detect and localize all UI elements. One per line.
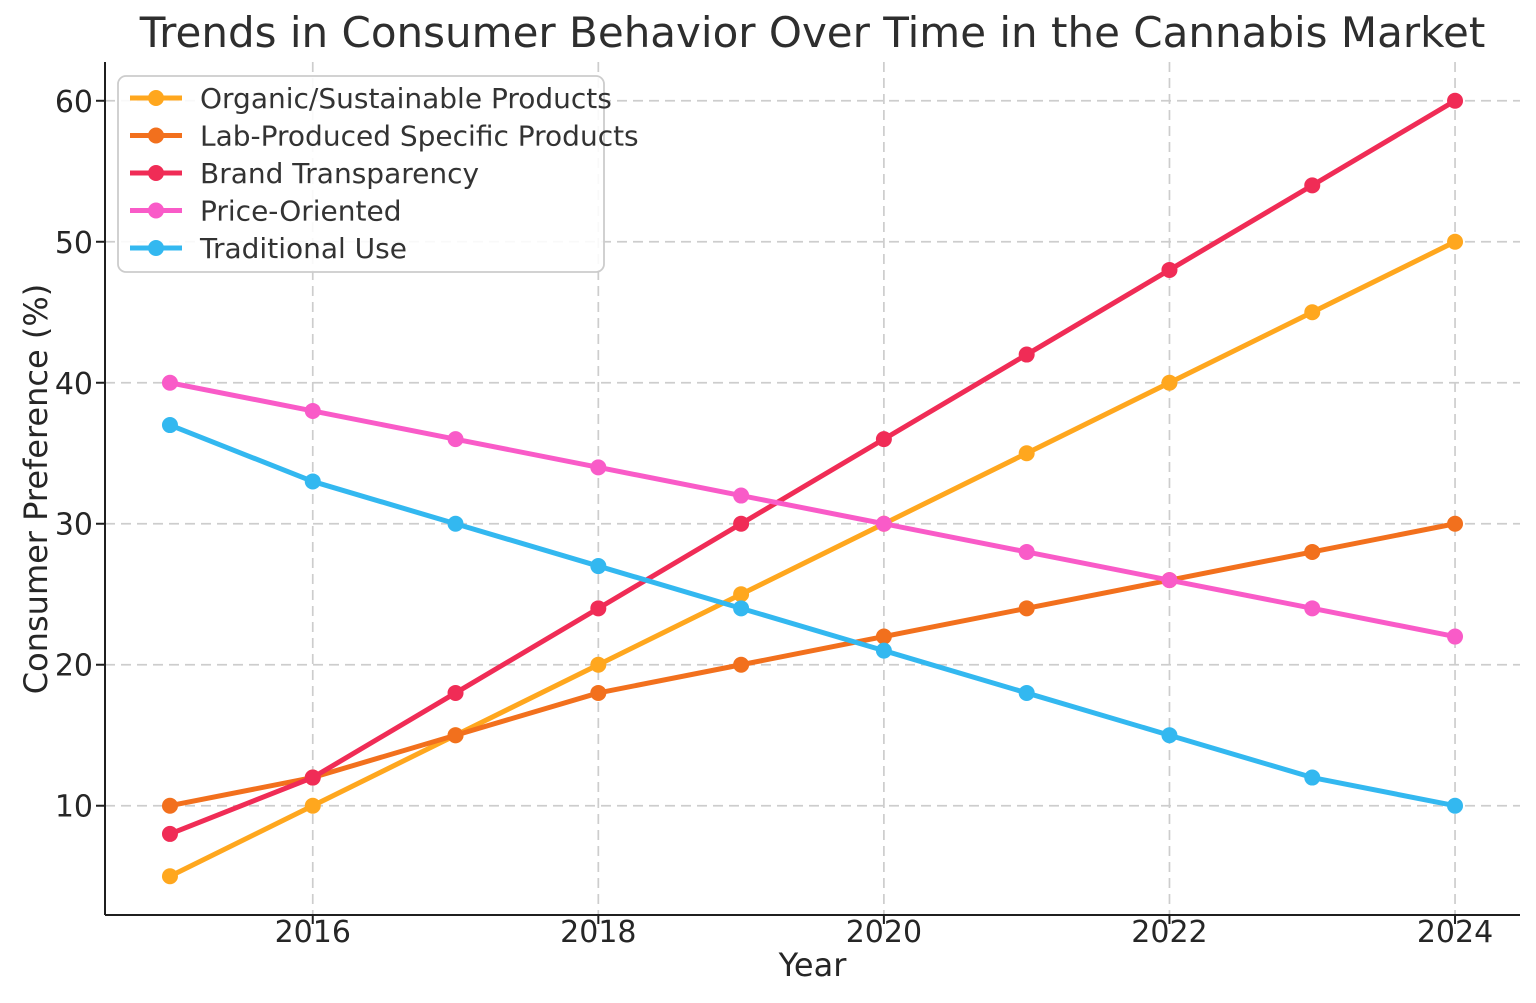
data-point-traditional-use-2018: [590, 558, 607, 575]
data-point-price-oriented-2016: [304, 402, 321, 419]
data-point-traditional-use-2015: [161, 417, 178, 434]
data-point-price-oriented-2024: [1447, 628, 1464, 645]
legend-entry-brand-transparency: Brand Transparency: [130, 157, 479, 190]
data-point-price-oriented-2020: [875, 515, 892, 532]
data-point-organic-sustainable-products-2023: [1304, 304, 1321, 321]
y-tick-label-60: 60: [55, 85, 93, 120]
legend-box: [117, 75, 605, 273]
y-tick-label-20: 20: [55, 649, 93, 684]
legend-entry-traditional-use: Traditional Use: [130, 232, 407, 265]
data-point-brand-transparency-2024: [1447, 92, 1464, 109]
legend-entry-organic-sustainable-products: Organic/Sustainable Products: [130, 82, 612, 115]
legend-label-lab-produced-specific-products: Lab-Produced Specific Products: [200, 120, 639, 153]
series-line-traditional-use: [169, 422, 1456, 809]
legend-label-traditional-use: Traditional Use: [199, 232, 407, 265]
data-point-organic-sustainable-products-2015: [161, 868, 178, 885]
y-tick-label-50: 50: [55, 226, 93, 261]
data-point-organic-sustainable-products-2021: [1018, 445, 1035, 462]
data-point-brand-transparency-2019: [733, 515, 750, 532]
y-axis-label: Consumer Preference (%): [17, 283, 55, 695]
data-point-organic-sustainable-products-2016: [304, 797, 321, 814]
legend-marker-dot: [148, 90, 164, 106]
data-point-brand-transparency-2023: [1304, 177, 1321, 194]
data-point-price-oriented-2022: [1161, 572, 1178, 589]
data-point-lab-produced-specific-products-2023: [1304, 543, 1321, 560]
legend-marker-dot: [148, 202, 164, 219]
data-point-lab-produced-specific-products-2021: [1018, 600, 1035, 617]
data-point-price-oriented-2023: [1304, 600, 1321, 617]
legend-marker-dot: [148, 240, 164, 256]
series-line-brand-transparency: [169, 98, 1457, 837]
data-point-brand-transparency-2021: [1018, 346, 1035, 363]
x-tick-label-2022: 2022: [1131, 915, 1207, 950]
data-point-lab-produced-specific-products-2017: [447, 727, 464, 744]
data-point-organic-sustainable-products-2024: [1447, 233, 1464, 250]
x-tick-label-2020: 2020: [846, 915, 922, 950]
data-point-traditional-use-2016: [304, 473, 321, 490]
x-tick-label-2024: 2024: [1417, 915, 1493, 950]
legend-marker-dot: [148, 165, 164, 181]
data-point-lab-produced-specific-products-2018: [590, 684, 607, 701]
series-line-price-oriented: [169, 380, 1456, 639]
legend-label-brand-transparency: Brand Transparency: [200, 157, 479, 190]
y-tick-label-30: 30: [55, 508, 93, 543]
x-tick-label-2016: 2016: [275, 915, 351, 950]
data-point-brand-transparency-2016: [304, 769, 321, 786]
data-point-price-oriented-2015: [161, 374, 178, 391]
data-point-traditional-use-2019: [733, 600, 750, 617]
data-point-lab-produced-specific-products-2020: [875, 628, 892, 645]
data-point-traditional-use-2022: [1161, 727, 1178, 744]
data-point-organic-sustainable-products-2019: [733, 586, 750, 603]
series-line-organic-sustainable-products: [168, 239, 1457, 879]
data-point-traditional-use-2021: [1018, 684, 1035, 701]
data-point-brand-transparency-2017: [447, 684, 464, 701]
data-point-price-oriented-2021: [1018, 543, 1035, 560]
data-point-lab-produced-specific-products-2019: [733, 656, 750, 673]
x-tick-label-2018: 2018: [560, 915, 636, 950]
data-point-brand-transparency-2018: [590, 600, 607, 617]
legend-label-price-oriented: Price-Oriented: [200, 195, 401, 228]
data-point-traditional-use-2024: [1447, 797, 1464, 814]
x-axis-label: Year: [778, 946, 847, 984]
data-point-organic-sustainable-products-2022: [1161, 374, 1178, 391]
chart-title: Trends in Consumer Behavior Over Time in…: [139, 8, 1486, 57]
data-point-organic-sustainable-products-2018: [590, 656, 607, 673]
legend-entry-lab-produced-specific-products: Lab-Produced Specific Products: [130, 120, 639, 153]
data-point-price-oriented-2019: [733, 487, 750, 504]
legend-label-organic-sustainable-products: Organic/Sustainable Products: [200, 82, 612, 115]
data-point-price-oriented-2018: [590, 459, 607, 476]
y-tick-label-40: 40: [55, 367, 93, 402]
y-tick-label-10: 10: [55, 790, 93, 825]
data-point-brand-transparency-2022: [1161, 261, 1178, 278]
legend-entry-price-oriented: Price-Oriented: [130, 195, 401, 228]
data-point-traditional-use-2020: [875, 642, 892, 659]
data-point-traditional-use-2023: [1304, 769, 1321, 786]
data-point-brand-transparency-2020: [875, 431, 892, 448]
series-line-lab-produced-specific-products: [169, 521, 1456, 809]
data-point-lab-produced-specific-products-2015: [161, 797, 178, 814]
data-point-traditional-use-2017: [447, 515, 464, 532]
data-point-price-oriented-2017: [447, 431, 464, 448]
data-point-lab-produced-specific-products-2024: [1447, 515, 1464, 532]
legend-marker-dot: [148, 127, 164, 144]
data-point-brand-transparency-2015: [161, 825, 178, 842]
legend: Organic/Sustainable Products Lab-Produced…: [117, 75, 639, 273]
